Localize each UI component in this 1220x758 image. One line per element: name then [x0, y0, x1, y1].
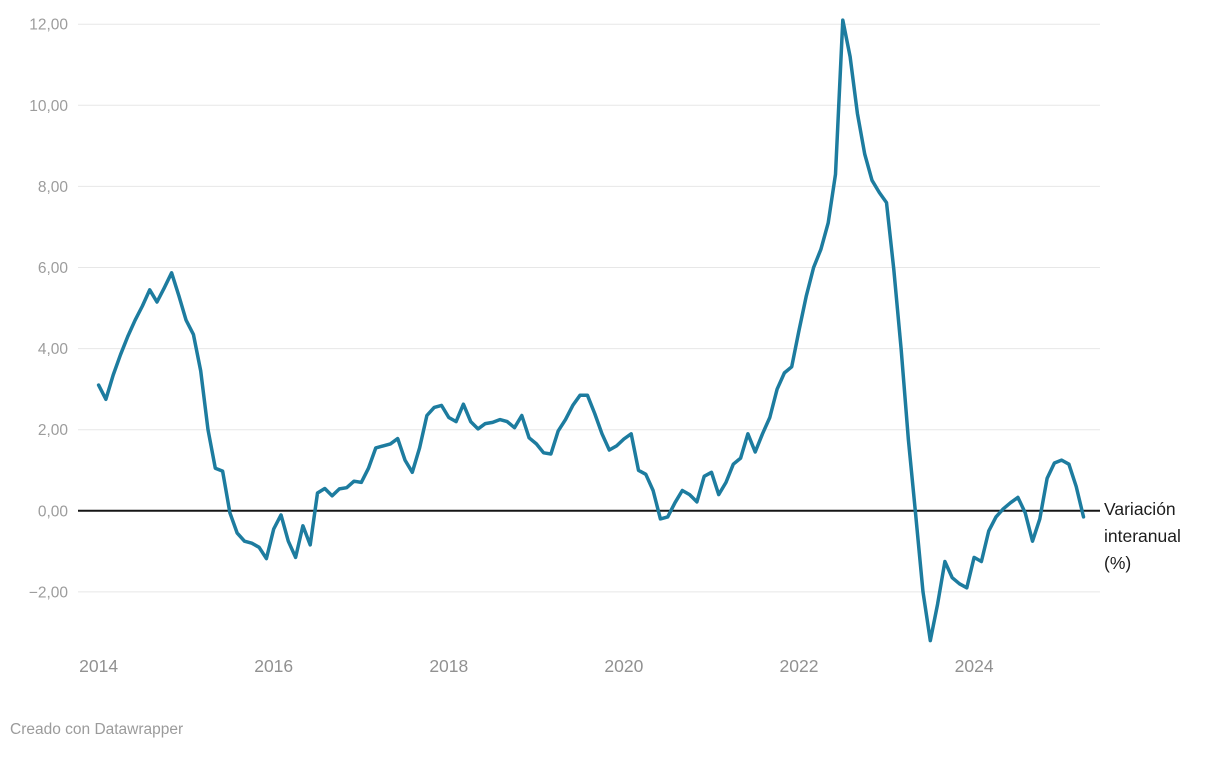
x-tick-label: 2018 — [429, 656, 468, 676]
x-tick-label: 2024 — [955, 656, 994, 676]
series-label: Variación interanual (%) — [1104, 496, 1181, 577]
x-tick-label: 2022 — [780, 656, 819, 676]
series-label-line-3: (%) — [1104, 553, 1132, 573]
x-tick-label: 2016 — [254, 656, 293, 676]
y-tick-label: 0,00 — [38, 503, 69, 520]
y-tick-label: 10,00 — [29, 98, 68, 115]
y-tick-label: 6,00 — [38, 260, 69, 277]
series-label-line-2: interanual — [1104, 526, 1181, 546]
y-tick-label: 12,00 — [29, 17, 68, 34]
y-tick-label: 8,00 — [38, 179, 69, 196]
series-label-line-1: Variación — [1104, 499, 1176, 519]
data-line — [96, 18, 1086, 643]
x-tick-label: 2020 — [604, 656, 643, 676]
y-tick-label: 4,00 — [38, 341, 69, 358]
y-tick-label: 2,00 — [38, 422, 69, 439]
x-tick-label: 2014 — [79, 656, 118, 676]
datawrapper-attribution: Creado con Datawrapper — [10, 721, 184, 738]
y-tick-label: −2,00 — [29, 584, 69, 601]
